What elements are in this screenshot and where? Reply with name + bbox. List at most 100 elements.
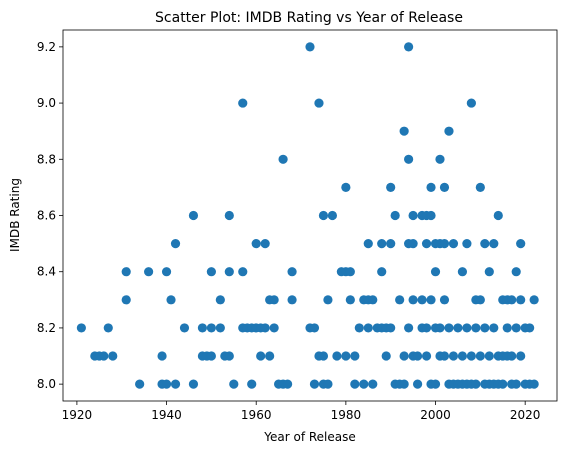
points-layer xyxy=(76,42,539,389)
data-point xyxy=(426,295,436,305)
data-point xyxy=(493,210,503,221)
data-point xyxy=(197,323,208,333)
data-point xyxy=(426,210,436,221)
x-axis-label: Year of Release xyxy=(263,430,356,444)
data-point xyxy=(206,351,216,361)
data-point xyxy=(215,323,225,333)
data-point xyxy=(412,351,423,361)
data-point xyxy=(439,295,450,305)
data-point xyxy=(309,323,320,333)
y-axis-ticks: 8.0 8.2 8.4 8.6 8.8 9.0 9.2 xyxy=(37,40,63,391)
data-point xyxy=(238,98,248,108)
data-point xyxy=(430,267,441,277)
data-point xyxy=(309,379,320,389)
data-point xyxy=(314,98,324,108)
data-point xyxy=(480,239,490,249)
data-point xyxy=(354,323,364,333)
data-point xyxy=(161,267,172,277)
data-point xyxy=(135,379,145,389)
data-point xyxy=(516,295,526,305)
data-point xyxy=(359,379,369,389)
data-point xyxy=(507,351,517,361)
data-point xyxy=(475,351,485,361)
data-point xyxy=(529,295,539,305)
data-point xyxy=(516,351,526,361)
data-point xyxy=(260,323,270,333)
data-point xyxy=(507,295,517,305)
data-point xyxy=(188,379,199,389)
data-point xyxy=(489,239,499,249)
data-point xyxy=(323,295,333,305)
y-tick-label: 8.6 xyxy=(37,209,56,223)
data-point xyxy=(238,267,248,277)
data-point xyxy=(457,267,468,277)
data-point xyxy=(386,239,396,249)
x-tick-label: 2020 xyxy=(510,408,541,422)
data-point xyxy=(529,379,539,389)
data-point xyxy=(341,351,351,361)
data-point xyxy=(448,239,459,249)
data-point xyxy=(484,267,494,277)
data-point xyxy=(439,182,450,192)
data-point xyxy=(345,295,355,305)
data-point xyxy=(408,210,418,221)
data-point xyxy=(260,239,270,249)
data-point xyxy=(421,351,432,361)
data-point xyxy=(323,379,333,389)
data-point xyxy=(368,295,378,305)
plot-frame xyxy=(62,29,558,402)
data-point xyxy=(170,379,181,389)
data-point xyxy=(471,323,481,333)
y-tick-label: 9.0 xyxy=(37,96,56,110)
data-point xyxy=(453,323,463,333)
data-point xyxy=(305,42,315,52)
data-point xyxy=(498,379,508,389)
data-point xyxy=(502,323,512,333)
data-point xyxy=(206,267,216,277)
data-point xyxy=(412,379,423,389)
data-point xyxy=(404,42,414,52)
data-point xyxy=(448,351,459,361)
data-point xyxy=(462,323,472,333)
data-point xyxy=(480,323,490,333)
data-point xyxy=(386,323,396,333)
data-point xyxy=(103,323,113,333)
data-point xyxy=(439,239,450,249)
data-point xyxy=(121,295,131,305)
y-tick-label: 9.2 xyxy=(37,40,56,54)
data-point xyxy=(399,126,409,136)
data-point xyxy=(444,323,454,333)
data-point xyxy=(368,379,378,389)
data-point xyxy=(399,379,409,389)
data-point xyxy=(475,182,485,192)
data-point xyxy=(462,239,472,249)
y-tick-label: 8.4 xyxy=(37,265,56,279)
data-point xyxy=(269,323,279,333)
data-point xyxy=(350,351,360,361)
data-point xyxy=(350,379,360,389)
data-point xyxy=(484,351,494,361)
data-point xyxy=(466,98,476,108)
x-tick-label: 1940 xyxy=(151,408,182,422)
data-point xyxy=(265,351,275,361)
data-point xyxy=(247,379,257,389)
data-point xyxy=(489,323,499,333)
data-point xyxy=(417,295,427,305)
data-point xyxy=(287,295,297,305)
x-tick-label: 1960 xyxy=(241,408,272,422)
data-point xyxy=(439,351,450,361)
data-point xyxy=(282,379,293,389)
data-point xyxy=(466,351,476,361)
data-point xyxy=(144,267,154,277)
x-tick-label: 2000 xyxy=(420,408,451,422)
data-point xyxy=(377,239,387,249)
data-point xyxy=(206,323,216,333)
data-point xyxy=(471,379,481,389)
data-point xyxy=(363,239,373,249)
data-point xyxy=(511,379,521,389)
data-point xyxy=(121,267,131,277)
data-point xyxy=(188,210,199,221)
data-point xyxy=(390,210,400,221)
data-point xyxy=(224,210,234,221)
